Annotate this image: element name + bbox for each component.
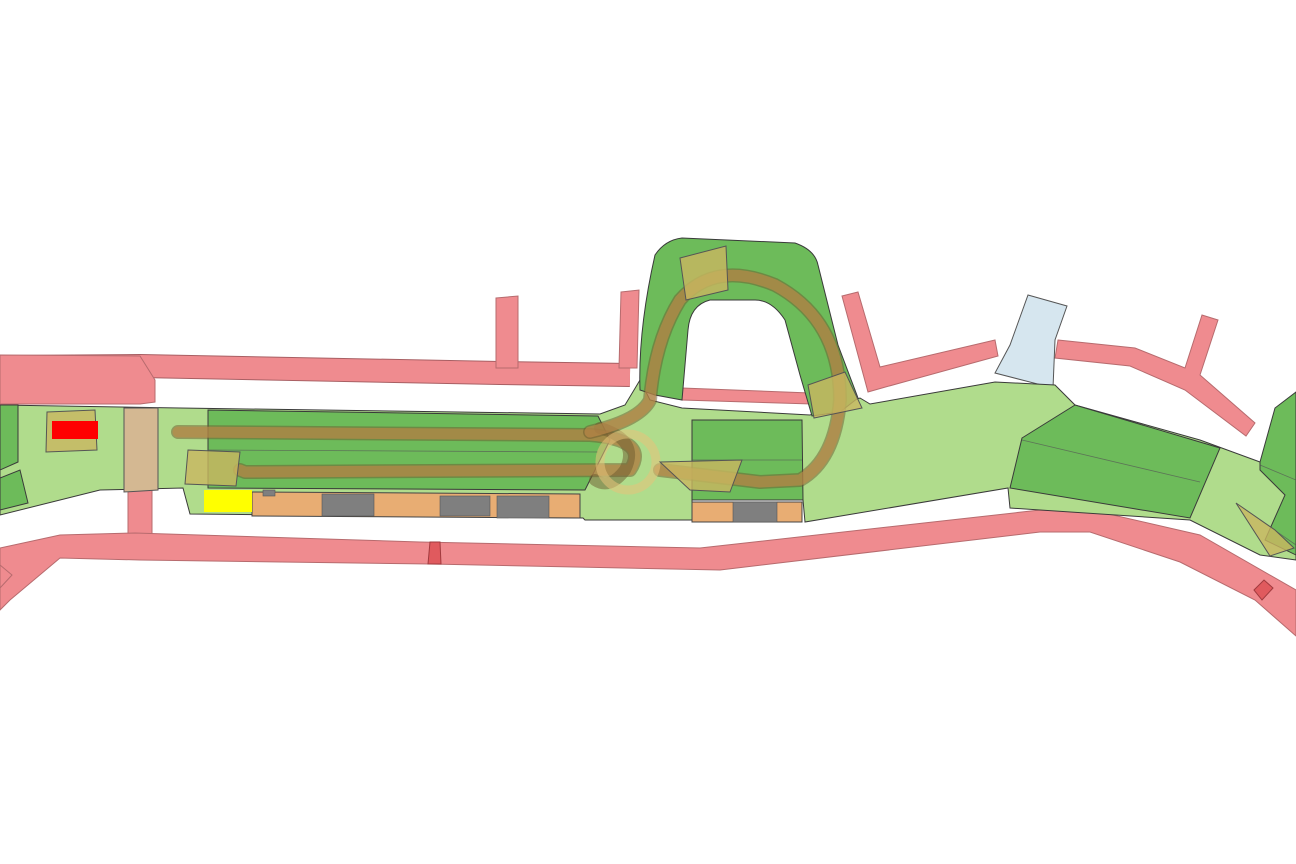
trail-upper-loop — [584, 269, 846, 488]
small-block-1 — [262, 489, 276, 497]
trail-layer — [171, 268, 847, 495]
tan-strip — [123, 407, 159, 493]
buildings-layer — [251, 489, 803, 523]
north-road-west — [0, 354, 156, 405]
parking-block-1 — [321, 493, 375, 517]
park-east-dark — [1009, 404, 1221, 519]
crossing-1 — [427, 541, 442, 565]
spur-road-1 — [495, 295, 519, 369]
crossing-2 — [1253, 579, 1274, 601]
parking-block-4 — [732, 501, 778, 523]
pads-layer — [45, 245, 1295, 557]
south-road — [0, 509, 1296, 637]
parking-block-2 — [439, 495, 491, 517]
pad-east — [1235, 502, 1295, 557]
roads-layer — [0, 289, 1296, 637]
link-road-west — [127, 489, 153, 541]
marker-yellow[interactable] — [204, 490, 252, 512]
pad-loop-right — [807, 371, 863, 419]
divider-1 — [207, 449, 599, 453]
park-west-dark — [0, 404, 19, 471]
spur-road-2 — [618, 289, 640, 369]
parking-block-3 — [496, 495, 550, 519]
ne-road-1 — [841, 291, 999, 393]
water-area — [994, 294, 1068, 389]
pad-center — [658, 459, 743, 493]
loop-road — [681, 387, 813, 405]
pad-mid — [184, 449, 241, 487]
pad-loop-top — [679, 245, 729, 301]
marker-red[interactable] — [52, 421, 98, 439]
trail-turn-glow — [595, 429, 661, 495]
divider-4 — [1259, 464, 1296, 481]
park-west-dark-2 — [0, 469, 29, 511]
ne-road-2 — [1054, 314, 1256, 437]
divider-3 — [1021, 439, 1201, 483]
south-road-west-spur — [0, 564, 13, 589]
